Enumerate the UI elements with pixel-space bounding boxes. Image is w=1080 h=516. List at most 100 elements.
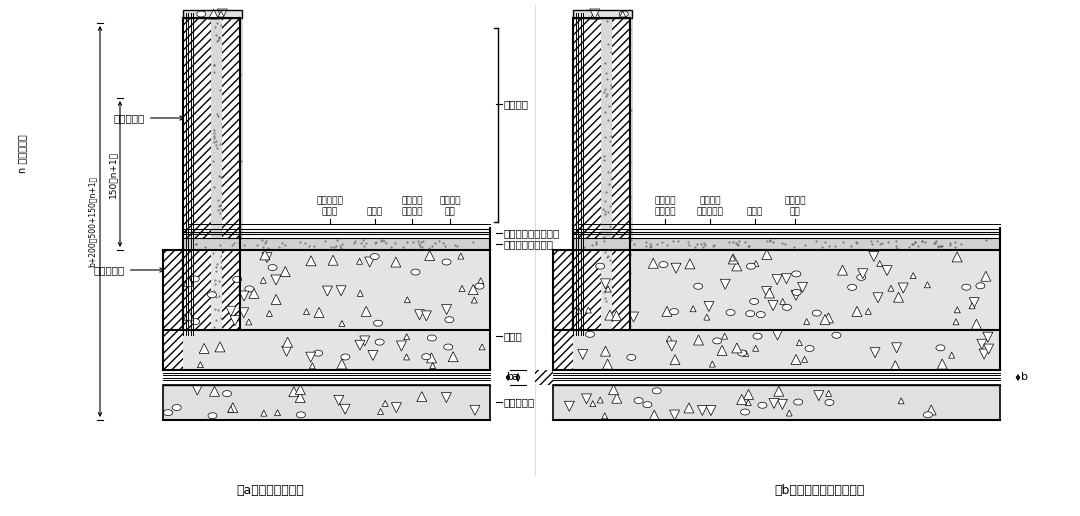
Polygon shape (608, 385, 619, 395)
Polygon shape (706, 406, 716, 415)
Polygon shape (391, 402, 402, 413)
Polygon shape (459, 285, 465, 292)
Ellipse shape (634, 397, 643, 404)
Polygon shape (271, 295, 281, 304)
Polygon shape (772, 275, 782, 285)
Bar (183, 10, 242, 18)
Polygon shape (309, 363, 315, 369)
Text: 细石混凝
土保护层: 细石混凝 土保护层 (654, 197, 676, 216)
Polygon shape (981, 271, 990, 281)
Ellipse shape (163, 410, 173, 416)
Polygon shape (590, 9, 599, 19)
Polygon shape (328, 255, 338, 265)
Polygon shape (337, 359, 347, 369)
Polygon shape (969, 303, 975, 309)
Polygon shape (442, 304, 451, 314)
Text: b: b (507, 373, 514, 382)
Polygon shape (230, 316, 240, 326)
Text: 细石混凝土
保护层: 细石混凝土 保护层 (316, 197, 343, 216)
Polygon shape (404, 354, 409, 360)
Polygon shape (858, 269, 867, 279)
Polygon shape (246, 319, 252, 325)
Polygon shape (877, 261, 882, 266)
Ellipse shape (626, 354, 636, 360)
Polygon shape (953, 319, 959, 325)
Polygon shape (421, 311, 431, 321)
Polygon shape (184, 310, 193, 320)
Polygon shape (772, 330, 783, 340)
Bar (573, 10, 632, 18)
Polygon shape (690, 306, 697, 312)
Ellipse shape (783, 304, 792, 311)
Polygon shape (743, 350, 748, 357)
Polygon shape (360, 336, 369, 346)
Polygon shape (888, 285, 894, 291)
Bar (573, 330, 1000, 370)
Ellipse shape (805, 346, 814, 351)
Polygon shape (704, 301, 714, 312)
Polygon shape (937, 359, 947, 369)
Polygon shape (228, 406, 233, 412)
Polygon shape (882, 266, 892, 276)
Polygon shape (274, 410, 281, 416)
Polygon shape (786, 410, 793, 416)
Polygon shape (729, 255, 735, 261)
Ellipse shape (428, 335, 436, 341)
Ellipse shape (475, 283, 484, 289)
Polygon shape (924, 282, 930, 288)
Polygon shape (890, 361, 901, 370)
Polygon shape (339, 320, 345, 327)
Ellipse shape (411, 269, 420, 275)
Polygon shape (210, 386, 219, 396)
Polygon shape (477, 278, 484, 284)
Polygon shape (600, 279, 610, 289)
Polygon shape (427, 353, 436, 363)
Polygon shape (262, 253, 272, 263)
Ellipse shape (923, 412, 932, 418)
Text: 细石混凝
土保护层: 细石混凝 土保护层 (402, 197, 422, 216)
Polygon shape (261, 410, 267, 416)
Polygon shape (698, 406, 707, 415)
Polygon shape (825, 391, 832, 396)
Polygon shape (710, 361, 715, 367)
Polygon shape (927, 405, 936, 415)
Polygon shape (977, 339, 987, 349)
Polygon shape (773, 386, 784, 396)
Polygon shape (404, 334, 409, 340)
Polygon shape (184, 277, 193, 286)
Polygon shape (590, 401, 596, 407)
Polygon shape (782, 273, 792, 284)
Polygon shape (728, 254, 739, 264)
Polygon shape (368, 350, 378, 361)
Polygon shape (791, 291, 801, 300)
Ellipse shape (643, 401, 652, 408)
Polygon shape (239, 291, 249, 301)
Polygon shape (357, 291, 363, 296)
Ellipse shape (313, 350, 323, 356)
Polygon shape (578, 349, 588, 360)
Ellipse shape (659, 262, 667, 268)
Polygon shape (306, 256, 316, 266)
Ellipse shape (619, 11, 629, 17)
Polygon shape (591, 9, 600, 19)
Bar (183, 250, 490, 330)
Polygon shape (303, 309, 310, 315)
Polygon shape (743, 390, 754, 399)
Polygon shape (910, 272, 916, 279)
Polygon shape (442, 393, 451, 402)
Ellipse shape (652, 388, 661, 394)
Ellipse shape (738, 350, 746, 356)
Polygon shape (685, 259, 694, 269)
Text: 永久保护墙: 永久保护墙 (94, 265, 164, 275)
Ellipse shape (825, 399, 834, 406)
Polygon shape (797, 282, 808, 293)
Ellipse shape (812, 310, 821, 316)
Polygon shape (267, 311, 272, 316)
Polygon shape (260, 277, 267, 283)
Polygon shape (448, 352, 458, 362)
Polygon shape (597, 397, 604, 403)
Polygon shape (769, 398, 779, 409)
Polygon shape (378, 409, 383, 414)
Ellipse shape (746, 263, 756, 269)
Polygon shape (340, 404, 350, 414)
